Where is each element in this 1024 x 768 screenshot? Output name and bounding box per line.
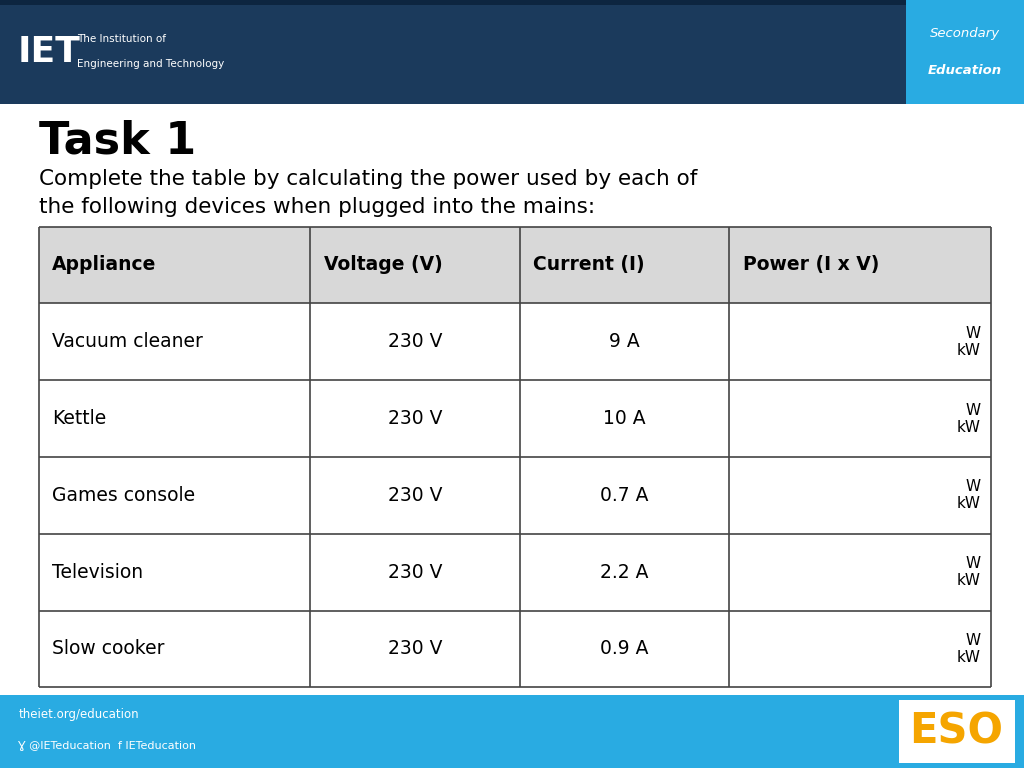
Text: 230 V: 230 V: [388, 640, 442, 658]
Text: W: W: [966, 326, 981, 341]
Text: 0.9 A: 0.9 A: [600, 640, 649, 658]
Bar: [899, 700, 1015, 763]
Text: Slow cooker: Slow cooker: [52, 640, 165, 658]
Text: The Institution of: The Institution of: [77, 35, 166, 45]
Text: Games console: Games console: [52, 486, 196, 505]
Text: Education: Education: [928, 64, 1002, 77]
Text: kW: kW: [957, 496, 981, 511]
Text: W: W: [966, 633, 981, 648]
Text: Power (I x V): Power (I x V): [742, 256, 879, 274]
Text: Vacuum cleaner: Vacuum cleaner: [52, 333, 203, 351]
Bar: [0, 0, 1024, 104]
Bar: [0, 695, 1024, 768]
Text: IET: IET: [17, 35, 80, 69]
Text: Appliance: Appliance: [52, 256, 157, 274]
Text: kW: kW: [957, 343, 981, 358]
Text: kW: kW: [957, 650, 981, 665]
Text: 230 V: 230 V: [388, 409, 442, 428]
Text: 10 A: 10 A: [603, 409, 646, 428]
Text: Ɣ @IETeducation  f IETeducation: Ɣ @IETeducation f IETeducation: [18, 741, 197, 751]
Text: Complete the table by calculating the power used by each of
the following device: Complete the table by calculating the po…: [39, 169, 697, 217]
Text: 2.2 A: 2.2 A: [600, 563, 649, 581]
Bar: [39, 227, 991, 303]
Text: 0.7 A: 0.7 A: [600, 486, 649, 505]
Text: 230 V: 230 V: [388, 563, 442, 581]
Bar: [0, 0, 1024, 5]
Text: Television: Television: [52, 563, 143, 581]
Text: kW: kW: [957, 573, 981, 588]
Text: 230 V: 230 V: [388, 486, 442, 505]
Bar: [906, 0, 1024, 104]
Text: Current (I): Current (I): [534, 256, 645, 274]
Text: W: W: [966, 479, 981, 495]
Text: 230 V: 230 V: [388, 333, 442, 351]
Text: Task 1: Task 1: [39, 119, 197, 162]
Text: 9 A: 9 A: [609, 333, 640, 351]
Text: Voltage (V): Voltage (V): [324, 256, 442, 274]
Text: kW: kW: [957, 419, 981, 435]
Text: Secondary: Secondary: [930, 27, 1000, 40]
Text: Engineering and Technology: Engineering and Technology: [77, 59, 224, 69]
Text: Kettle: Kettle: [52, 409, 106, 428]
Text: ESO: ESO: [909, 710, 1004, 753]
Text: theiet.org/education: theiet.org/education: [18, 708, 139, 721]
Text: W: W: [966, 402, 981, 418]
Text: W: W: [966, 556, 981, 571]
